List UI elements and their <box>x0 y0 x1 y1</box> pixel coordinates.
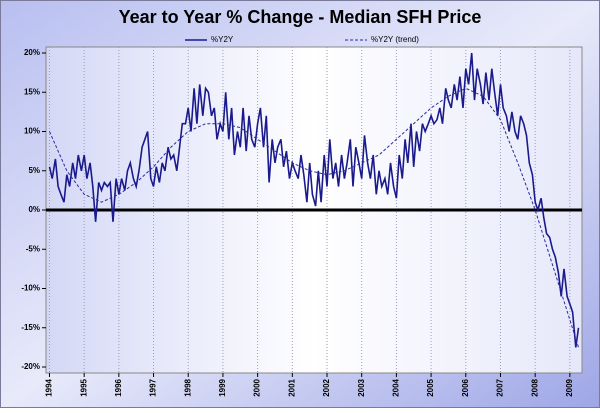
x-tick-label: 2006 <box>461 378 470 396</box>
x-tick-label: 2002 <box>322 378 331 396</box>
series-line <box>49 87 579 348</box>
y-tick-label: 20% <box>24 48 40 57</box>
y-tick-label: -5% <box>26 244 40 253</box>
x-tick-label: 1996 <box>114 378 123 396</box>
x-tick-label: 2008 <box>530 378 539 396</box>
x-tick-label: 2001 <box>287 378 296 396</box>
legend-label: %Y2Y <box>211 35 234 44</box>
x-tick-label: 1998 <box>183 378 192 396</box>
y-tick-label: -20% <box>21 362 40 371</box>
y-tick-label: 10% <box>24 127 40 136</box>
y-tick-label: -15% <box>21 323 40 332</box>
legend-label: %Y2Y (trend) <box>371 35 419 44</box>
plot: 1994 1995 1996 1997 1998 1999 2000 2001 2002 2003… <box>21 47 582 397</box>
x-tick-label: 1999 <box>218 378 227 396</box>
chart-title: Year to Year % Change - Median SFH Price <box>119 7 482 27</box>
x-tick-label: 2009 <box>565 378 574 396</box>
x-tick-label: 2004 <box>392 378 401 396</box>
y-tick-label: -10% <box>21 284 40 293</box>
x-tick-label: 1994 <box>45 378 54 396</box>
x-tick-label: 2007 <box>496 378 505 396</box>
y-tick-label: 5% <box>28 166 40 175</box>
series-line <box>48 52 580 348</box>
x-tick-label: 1995 <box>79 378 88 396</box>
x-tick-label: 2005 <box>426 378 435 396</box>
y-tick-label: 15% <box>24 87 40 96</box>
x-tick-label: 2000 <box>253 378 262 396</box>
x-tick-label: 1997 <box>149 378 158 396</box>
y-tick-label: 0% <box>28 205 40 214</box>
x-tick-label: 2003 <box>357 378 366 396</box>
